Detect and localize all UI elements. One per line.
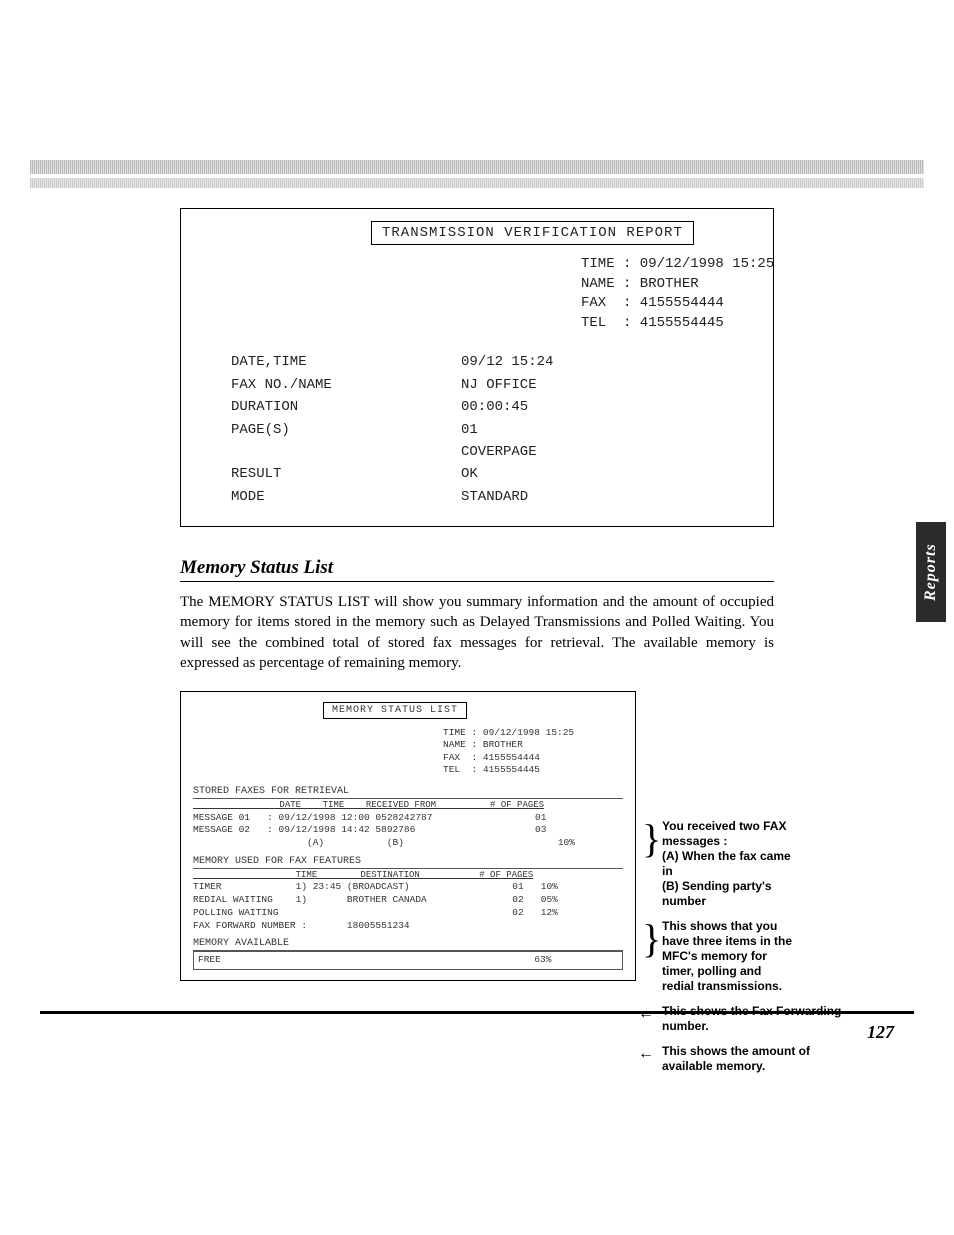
row-pages: PAGE(S)01	[231, 419, 743, 441]
stored-fax-row: (A) (B) 10%	[193, 837, 623, 850]
annotation-received-faxes: } You received two FAX messages : (A) Wh…	[642, 819, 852, 909]
memory-available-table: FREE 63%	[193, 951, 623, 970]
annotation-three-items: } This shows that you have three items i…	[642, 919, 852, 994]
brace-icon: }	[642, 919, 661, 959]
memory-used-header-row: TIME DESTINATION # OF PAGES	[193, 869, 623, 881]
stored-faxes-table: DATE TIME RECEIVED FROM # OF PAGES MESSA…	[193, 799, 623, 850]
transmission-report-header: TIME : 09/12/1998 15:25 NAME : BROTHER F…	[581, 255, 743, 333]
memory-used-row: REDIAL WAITING 1) BROTHER CANADA 02 05%	[193, 894, 623, 907]
memory-used-table: TIME DESTINATION # OF PAGES TIMER 1) 23:…	[193, 869, 623, 932]
header-name: NAME : BROTHER	[581, 275, 743, 295]
scan-artifact-band	[30, 178, 924, 188]
arrow-left-icon: ←	[638, 1044, 654, 1064]
memory-status-title: MEMORY STATUS LIST	[323, 702, 467, 719]
memory-used-row: POLLING WAITING 02 12%	[193, 907, 623, 920]
section-body-text: The MEMORY STATUS LIST will show you sum…	[180, 592, 774, 673]
memory-used-row: FAX FORWARD NUMBER : 18005551234	[193, 920, 623, 933]
row-faxno: FAX NO./NAMENJ OFFICE	[231, 374, 743, 396]
annotation-available-memory: ← This shows the amount of available mem…	[642, 1044, 852, 1074]
row-mode: MODESTANDARD	[231, 486, 743, 508]
brace-icon: }	[642, 819, 661, 859]
stored-fax-row: MESSAGE 01 : 09/12/1998 12:00 0528242787…	[193, 812, 623, 825]
document-page: TRANSMISSION VERIFICATION REPORT TIME : …	[0, 0, 954, 1083]
ms-header-time: TIME : 09/12/1998 15:25	[443, 727, 623, 739]
memory-used-row: TIMER 1) 23:45 (BROADCAST) 01 10%	[193, 881, 623, 894]
arrow-left-icon: ←	[638, 1004, 654, 1024]
row-duration: DURATION00:00:45	[231, 396, 743, 418]
header-fax: FAX : 4155554444	[581, 294, 743, 314]
row-result: RESULTOK	[231, 463, 743, 485]
row-datetime: DATE,TIME09/12 15:24	[231, 351, 743, 373]
scan-artifact-band	[30, 160, 924, 174]
annotations-column: } You received two FAX messages : (A) Wh…	[642, 819, 852, 1084]
memory-status-wrap: MEMORY STATUS LIST TIME : 09/12/1998 15:…	[180, 691, 774, 981]
annotation-fax-forward: ← This shows the Fax Forwarding number.	[642, 1004, 852, 1034]
stored-fax-row: MESSAGE 02 : 09/12/1998 14:42 5892786 03	[193, 824, 623, 837]
stored-faxes-header-row: DATE TIME RECEIVED FROM # OF PAGES	[193, 799, 623, 811]
ms-header-fax: FAX : 4155554444	[443, 752, 623, 764]
memory-available-subtitle: MEMORY AVAILABLE	[193, 938, 623, 951]
memory-available-row: FREE 63%	[198, 954, 618, 967]
ms-header-tel: TEL : 4155554445	[443, 764, 623, 776]
memory-status-header: TIME : 09/12/1998 15:25 NAME : BROTHER F…	[443, 727, 623, 776]
transmission-report-frame: TRANSMISSION VERIFICATION REPORT TIME : …	[180, 208, 774, 527]
memory-status-frame: MEMORY STATUS LIST TIME : 09/12/1998 15:…	[180, 691, 636, 981]
header-tel: TEL : 4155554445	[581, 314, 743, 334]
transmission-report-rows: DATE,TIME09/12 15:24 FAX NO./NAMENJ OFFI…	[231, 351, 743, 508]
section-title: Memory Status List	[180, 557, 774, 582]
header-time: TIME : 09/12/1998 15:25	[581, 255, 743, 275]
transmission-report-title: TRANSMISSION VERIFICATION REPORT	[371, 221, 694, 245]
ms-header-name: NAME : BROTHER	[443, 739, 623, 751]
stored-faxes-subtitle: STORED FAXES FOR RETRIEVAL	[193, 786, 623, 799]
side-tab-reports: Reports	[916, 522, 946, 622]
row-coverpage: COVERPAGE	[231, 441, 743, 463]
memory-used-subtitle: MEMORY USED FOR FAX FEATURES	[193, 856, 623, 869]
